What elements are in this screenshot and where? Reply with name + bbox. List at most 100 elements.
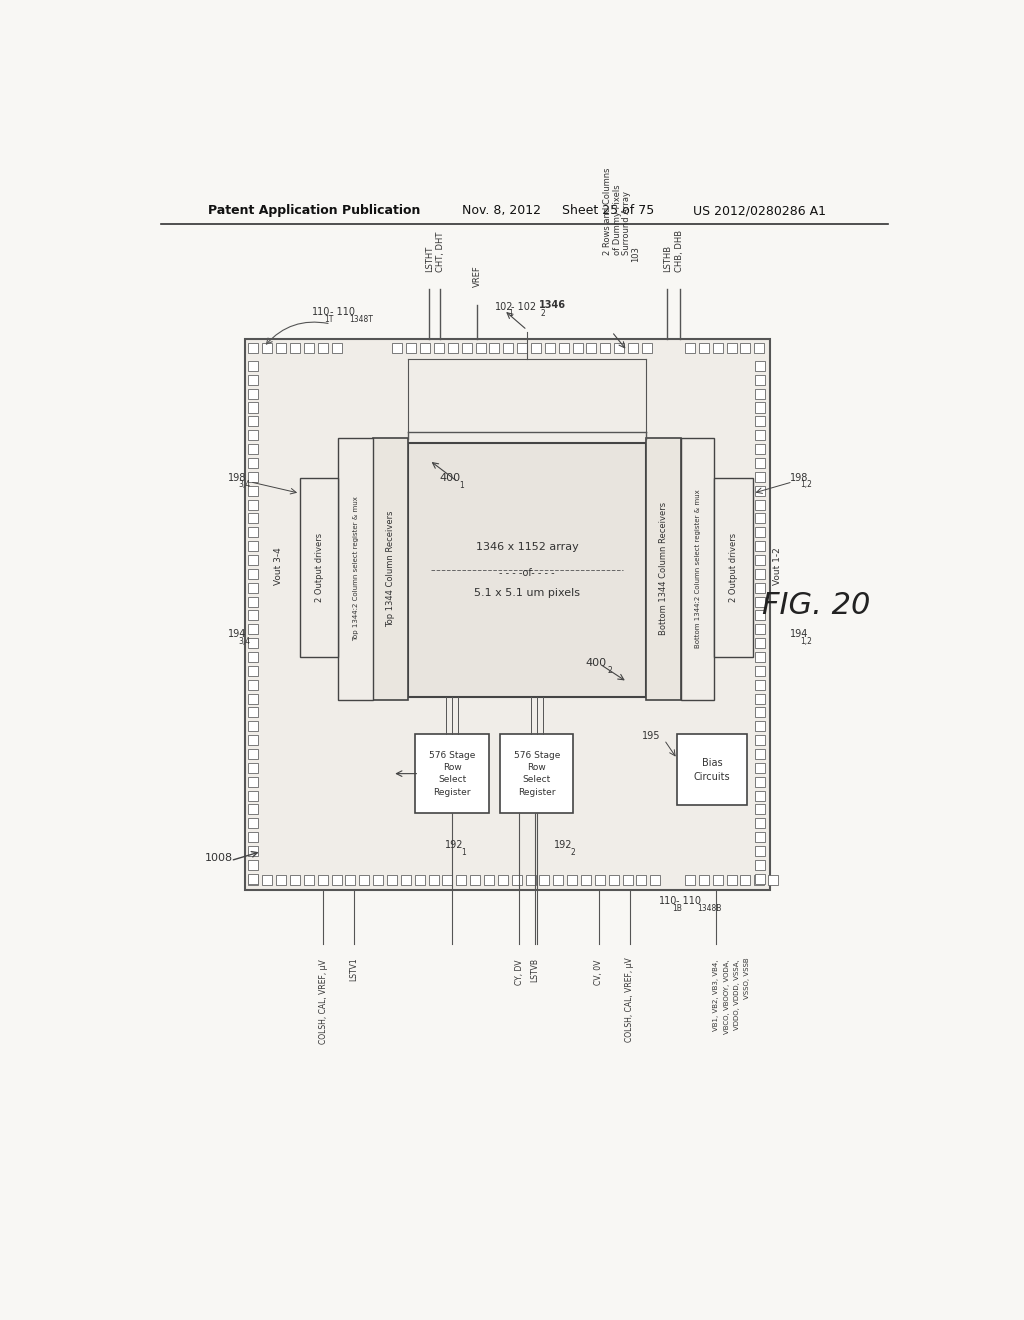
- Text: 1348T: 1348T: [349, 315, 374, 323]
- Text: VDDO, VDDD, VSSA,: VDDO, VDDD, VSSA,: [734, 960, 740, 1030]
- Text: 194: 194: [227, 630, 246, 639]
- Text: COLSH, CAL, VREF, μV: COLSH, CAL, VREF, μV: [625, 958, 634, 1043]
- Text: - 102: - 102: [511, 302, 536, 312]
- Bar: [332, 875, 342, 886]
- Bar: [755, 875, 764, 886]
- Text: Select: Select: [438, 775, 466, 784]
- Bar: [249, 818, 258, 829]
- Bar: [249, 403, 258, 412]
- Bar: [249, 444, 258, 454]
- Text: 192: 192: [444, 841, 463, 850]
- Bar: [249, 597, 258, 607]
- Bar: [249, 513, 258, 524]
- Bar: [415, 875, 425, 886]
- Bar: [755, 791, 765, 800]
- Bar: [484, 875, 494, 886]
- Text: VREF: VREF: [472, 265, 481, 286]
- Text: 1348B: 1348B: [697, 904, 722, 913]
- Bar: [498, 875, 508, 886]
- Bar: [262, 343, 272, 354]
- Bar: [290, 875, 300, 886]
- Bar: [457, 875, 466, 886]
- Text: CHT, DHT: CHT, DHT: [435, 231, 444, 272]
- Bar: [249, 846, 258, 855]
- Bar: [755, 708, 765, 718]
- Bar: [249, 582, 258, 593]
- Text: 110: 110: [312, 308, 331, 317]
- Bar: [249, 763, 258, 774]
- Bar: [300, 478, 339, 657]
- Bar: [249, 721, 258, 731]
- Text: 103: 103: [631, 247, 640, 263]
- Bar: [345, 875, 355, 886]
- Bar: [249, 499, 258, 510]
- Bar: [462, 343, 472, 354]
- Text: - 110: - 110: [330, 308, 354, 317]
- Text: 1,2: 1,2: [801, 480, 813, 490]
- Bar: [359, 875, 370, 886]
- Bar: [755, 735, 765, 744]
- Bar: [755, 388, 765, 399]
- Bar: [245, 339, 770, 890]
- Bar: [755, 874, 765, 884]
- Bar: [740, 875, 751, 886]
- Bar: [249, 527, 258, 537]
- Bar: [581, 875, 591, 886]
- Text: 3,4: 3,4: [239, 480, 251, 490]
- Bar: [755, 444, 765, 454]
- Bar: [755, 597, 765, 607]
- Text: 1: 1: [460, 482, 464, 490]
- Bar: [698, 875, 709, 886]
- Text: 1B: 1B: [673, 904, 682, 913]
- Text: 576 Stage: 576 Stage: [429, 751, 475, 759]
- Text: CV, 0V: CV, 0V: [594, 960, 603, 985]
- Text: 576 Stage: 576 Stage: [514, 751, 560, 759]
- Bar: [755, 804, 765, 814]
- Bar: [755, 846, 765, 855]
- Text: 1T: 1T: [325, 315, 334, 323]
- Bar: [317, 343, 328, 354]
- Bar: [755, 554, 765, 565]
- Text: 1,2: 1,2: [801, 636, 813, 645]
- Text: Bias: Bias: [701, 758, 722, 768]
- Bar: [755, 486, 765, 496]
- Bar: [677, 734, 746, 805]
- Bar: [400, 875, 411, 886]
- Bar: [517, 343, 527, 354]
- Text: Register: Register: [433, 788, 471, 796]
- Bar: [628, 343, 638, 354]
- Bar: [249, 638, 258, 648]
- Bar: [373, 438, 408, 700]
- Bar: [416, 734, 488, 813]
- Text: Sheet 25 of 75: Sheet 25 of 75: [562, 205, 654, 218]
- Bar: [623, 875, 633, 886]
- Bar: [249, 832, 258, 842]
- Bar: [249, 874, 258, 884]
- Bar: [262, 875, 272, 886]
- Bar: [755, 569, 765, 578]
- Bar: [332, 343, 342, 354]
- Text: 192: 192: [554, 841, 572, 850]
- Bar: [249, 388, 258, 399]
- Bar: [595, 875, 605, 886]
- Bar: [685, 343, 695, 354]
- Bar: [698, 343, 709, 354]
- Bar: [525, 875, 536, 886]
- Text: Bottom 1344 Column Receivers: Bottom 1344 Column Receivers: [659, 502, 669, 635]
- Bar: [249, 569, 258, 578]
- Text: 195: 195: [642, 731, 660, 741]
- Text: Patent Application Publication: Patent Application Publication: [208, 205, 420, 218]
- Bar: [429, 875, 438, 886]
- Bar: [755, 624, 765, 635]
- Text: Top 1344:2 Column select register & mux: Top 1344:2 Column select register & mux: [353, 496, 358, 642]
- Text: 1346 x 1152 array: 1346 x 1152 array: [476, 543, 579, 552]
- Text: Row: Row: [527, 763, 546, 772]
- Bar: [685, 875, 695, 886]
- Bar: [713, 875, 723, 886]
- Bar: [755, 721, 765, 731]
- Bar: [249, 416, 258, 426]
- Bar: [755, 343, 764, 354]
- Bar: [249, 859, 258, 870]
- Text: VBCO, VBOOY, VODA,: VBCO, VBOOY, VODA,: [724, 960, 730, 1034]
- Text: CHB, DHB: CHB, DHB: [675, 230, 684, 272]
